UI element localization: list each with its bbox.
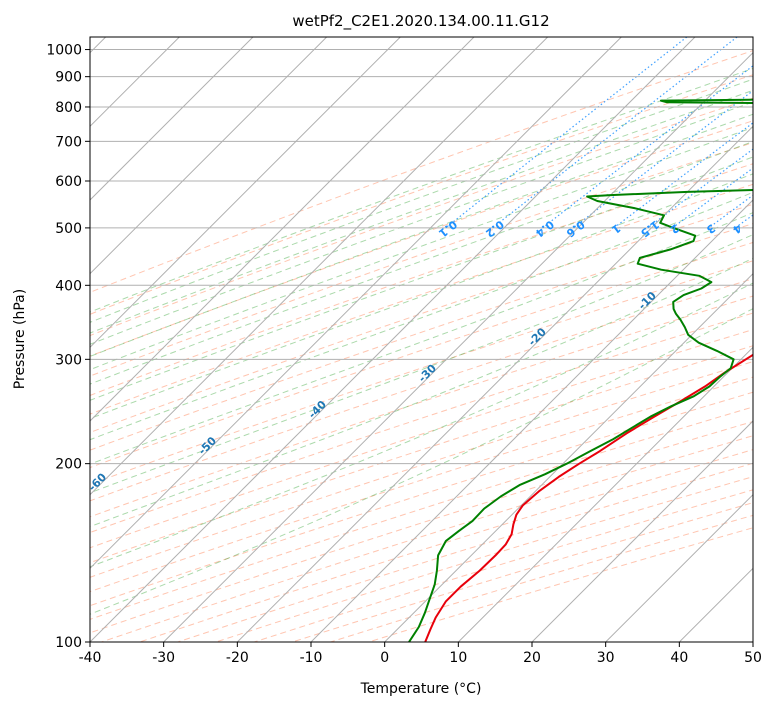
x-tick-label: 0 (380, 650, 389, 666)
plot-frame (89, 36, 754, 643)
dry-adiabat (90, 329, 753, 549)
x-tick-label: -30 (152, 650, 175, 666)
y-tick-label: 100 (55, 635, 82, 651)
isotherm-line (310, 199, 753, 642)
mixing-ratio-line (572, 89, 753, 229)
dry-adiabat (90, 50, 753, 293)
isotherm-line (90, 37, 328, 275)
plot-lines (408, 98, 753, 642)
moist-adiabat (90, 78, 753, 323)
y-tick-label: 600 (55, 174, 82, 190)
isotherm-line (384, 272, 753, 642)
moist-adiabat (90, 282, 753, 568)
moist-adiabat (90, 67, 753, 313)
isotherm-line (90, 37, 254, 201)
x-tick-label: 50 (744, 650, 762, 666)
dry-adiabat (90, 97, 753, 337)
moist-adiabat (90, 113, 753, 357)
dry-adiabat (90, 361, 753, 578)
isotherm-line (163, 51, 753, 642)
dry-adiabat (90, 142, 753, 377)
dry-adiabat (90, 278, 753, 502)
dry-adiabat (90, 223, 753, 451)
y-axis-label: Pressure (hPa) (12, 289, 28, 389)
y-tick-label: 1000 (46, 43, 82, 59)
isotherm-line (605, 493, 753, 642)
mixing-ratio-line (672, 167, 753, 229)
isotherm-line (90, 37, 475, 422)
x-tick-label: -10 (300, 650, 323, 666)
isotherm-line (90, 37, 622, 570)
y-tick-label: 200 (55, 457, 82, 473)
isotherm-line (90, 37, 696, 642)
y-tick-label: 800 (55, 100, 82, 116)
x-tick-label: 30 (597, 650, 615, 666)
isotherm-line (531, 420, 753, 642)
dry-adiabat (90, 312, 753, 534)
y-tick-label: 300 (55, 352, 82, 368)
moist-adiabat (90, 140, 753, 385)
isotherm-line (236, 125, 753, 642)
temperature-line (424, 353, 753, 642)
axis-ticks: -40 -30 -20 -10 0 10 20 30 40 50 100 200 300 400 500 60… (46, 43, 762, 666)
isotherm-line (90, 37, 549, 496)
plot-grid (90, 37, 753, 642)
moist-adiabat (90, 126, 753, 371)
x-tick-label: -20 (226, 650, 249, 666)
y-tick-label: 900 (55, 70, 82, 86)
x-tick-label: 40 (670, 650, 688, 666)
chart-title: wetPf2_C2E1.2020.134.00.11.G12 (292, 12, 549, 31)
moist-adiabat (90, 191, 753, 441)
dry-adiabat (90, 74, 753, 315)
y-tick-label: 700 (55, 134, 82, 150)
x-tick-label: -40 (79, 650, 102, 666)
dewpoint-line (408, 98, 753, 642)
moist-adiabat (90, 212, 753, 465)
y-tick-label: 500 (55, 221, 82, 237)
isotherm-line (90, 37, 401, 349)
isotherm-line (457, 346, 753, 642)
dry-adiabat (90, 391, 753, 607)
x-tick-label: 10 (449, 650, 467, 666)
mixing-ratio-line (542, 65, 753, 229)
x-axis-label: Temperature (°C) (360, 681, 482, 697)
y-tick-label: 400 (55, 278, 82, 294)
dry-adiabat (90, 183, 753, 415)
x-tick-label: 20 (523, 650, 541, 666)
